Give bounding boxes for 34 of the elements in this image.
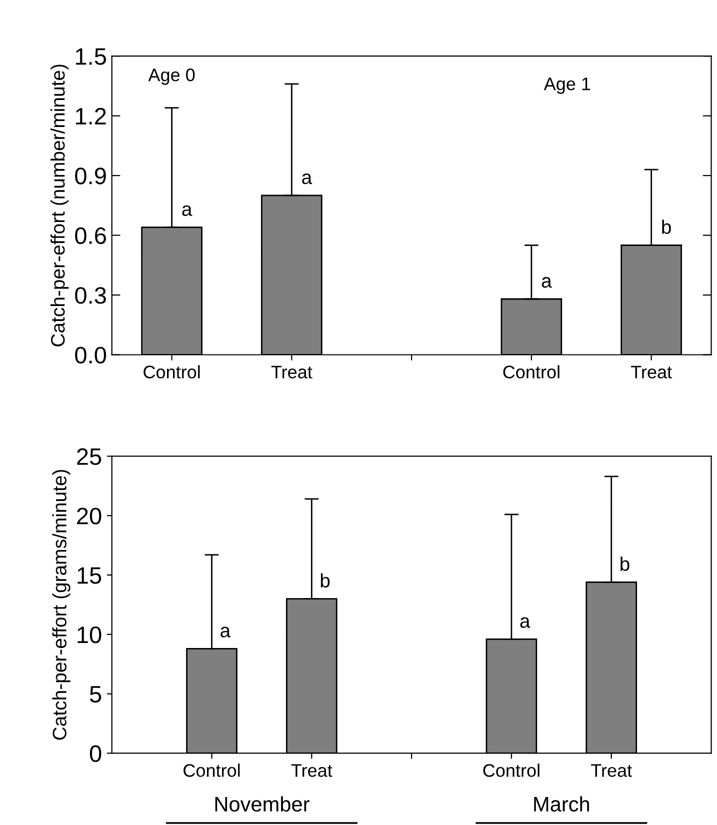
- annotation: a: [220, 626, 231, 638]
- annotation: b: [620, 556, 630, 571]
- y-tick-label: 0.0: [75, 346, 106, 364]
- x-tick-label: Control: [483, 764, 540, 777]
- annotation: a: [302, 174, 312, 184]
- x-tick-label: Control: [144, 365, 200, 378]
- annotation: a: [520, 617, 530, 628]
- y-tick-label: 0: [90, 745, 102, 762]
- y-axis-title: Catch-per-effort (grams/minute): [52, 470, 70, 740]
- text: March: [534, 796, 589, 812]
- x-tick-label: Control: [184, 764, 240, 777]
- y-tick-label: 25: [77, 448, 102, 466]
- annotation: b: [320, 573, 330, 588]
- annotation: Age 0: [148, 68, 195, 85]
- y-tick-label: 10: [78, 626, 102, 644]
- annotation: a: [182, 205, 192, 216]
- annotation: Age 1: [544, 78, 590, 94]
- annotation: a: [542, 277, 552, 288]
- y-tick-label: 15: [78, 567, 102, 584]
- annotation: b: [662, 220, 671, 234]
- text: November: [215, 796, 310, 812]
- x-tick-label: Control: [503, 365, 560, 378]
- x-tick-label: Treat: [631, 366, 672, 378]
- y-tick-label: 0.6: [75, 227, 106, 244]
- y-tick-label: 20: [77, 508, 102, 524]
- y-tick-label: 0.9: [75, 168, 106, 184]
- x-tick-label: Treat: [591, 764, 632, 777]
- y-axis-title: Catch-per-effort (number/minute): [50, 64, 69, 346]
- y-tick-label: 1.5: [76, 48, 106, 65]
- y-tick-label: 0.3: [75, 287, 106, 304]
- y-tick-label: 5: [90, 686, 102, 703]
- x-tick-label: Treat: [271, 366, 312, 378]
- x-tick-label: Treat: [291, 764, 332, 777]
- y-tick-label: 1.2: [76, 108, 106, 124]
